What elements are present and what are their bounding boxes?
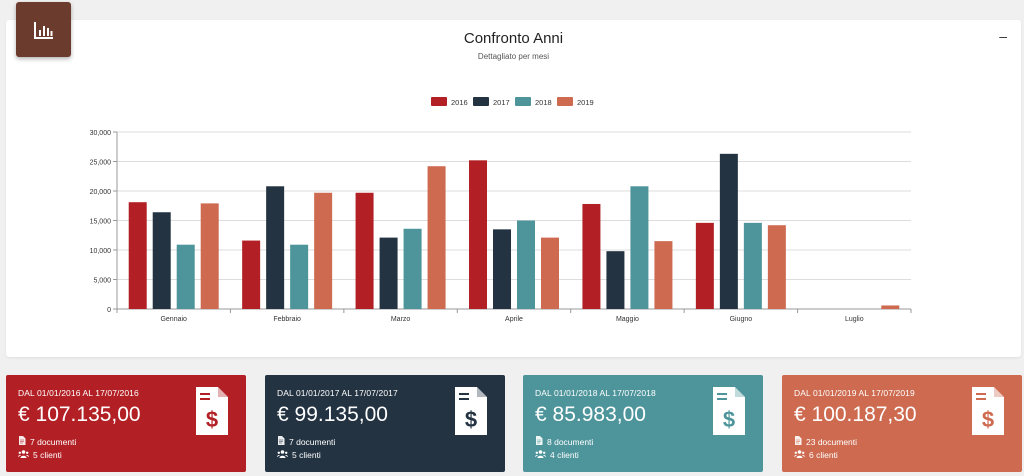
chart-badge [16, 2, 71, 57]
collapse-button[interactable]: – [999, 28, 1007, 44]
legend-swatch-2016 [431, 97, 447, 106]
y-tick-label: 0 [107, 307, 111, 314]
bar-2017-aprile [493, 229, 511, 309]
bar-2016-maggio [582, 203, 601, 309]
bar-2018-marzo [403, 228, 422, 309]
chart-title: Confronto Anni [463, 30, 564, 47]
bar-2016-giugno [695, 222, 714, 309]
stat-card-2018: DAL 01/01/2018 AL 17/07/2018 € 85.983,00… [523, 375, 763, 472]
file-icon [277, 436, 285, 447]
legend-swatch-2017 [473, 97, 489, 106]
stat-documents-label: 7 documenti [30, 436, 77, 447]
y-tick-label: 5,000 [93, 278, 111, 285]
bar-2016-aprile [469, 160, 487, 309]
file-icon [794, 436, 802, 447]
bar-2017-febbraio [266, 186, 285, 309]
bar-2019-giugno [767, 225, 786, 309]
x-tick-label: Luglio [845, 316, 864, 323]
stat-clients: 5 clienti [277, 450, 321, 460]
stat-range: DAL 01/01/2016 AL 17/07/2016 [18, 388, 139, 398]
bar-2016-gennaio [128, 202, 147, 309]
stat-amount: € 100.187,30 [794, 403, 917, 426]
bar-2018-febbraio [290, 244, 309, 309]
legend-swatch-2019 [557, 97, 573, 106]
bar-2018-aprile [517, 220, 535, 309]
y-tick-label: 25,000 [90, 160, 112, 167]
invoice-dollar-icon: $ [455, 387, 487, 440]
svg-text:$: $ [206, 407, 218, 432]
bar-2016-febbraio [242, 240, 261, 309]
stat-card-2017: DAL 01/01/2017 AL 17/07/2017 € 99.135,00… [265, 375, 505, 472]
bar-2019-luglio [881, 305, 900, 309]
stat-amount: € 85.983,00 [535, 403, 646, 426]
stat-card-2019: DAL 01/01/2019 AL 17/07/2019 € 100.187,3… [782, 375, 1022, 472]
svg-text:$: $ [465, 407, 477, 432]
stat-card-2016: DAL 01/01/2016 AL 17/07/2016 € 107.135,0… [6, 375, 246, 472]
stat-range: DAL 01/01/2018 AL 17/07/2018 [535, 388, 656, 398]
stat-documents-label: 8 documenti [547, 436, 594, 447]
stat-clients-label: 5 clienti [292, 450, 321, 460]
x-tick-label: Giugno [730, 316, 753, 323]
bar-2019-gennaio [200, 203, 219, 309]
bar-chart-icon [33, 21, 53, 39]
stat-range: DAL 01/01/2019 AL 17/07/2019 [794, 388, 915, 398]
stat-range: DAL 01/01/2017 AL 17/07/2017 [277, 388, 398, 398]
y-tick-label: 30,000 [90, 130, 112, 137]
legend-label-2017: 2017 [493, 98, 510, 107]
users-icon [794, 450, 805, 460]
bar-2019-aprile [541, 237, 559, 309]
bar-2017-gennaio [152, 212, 171, 309]
svg-text:$: $ [982, 407, 994, 432]
bar-2016-marzo [355, 192, 374, 309]
y-tick-label: 15,000 [90, 219, 112, 226]
stat-clients: 4 clienti [535, 450, 579, 460]
svg-text:$: $ [723, 407, 735, 432]
invoice-dollar-icon: $ [196, 387, 228, 440]
stat-documents-label: 7 documenti [289, 436, 336, 447]
bar-chart: 0 5,000 10,000 15,000 20,000 25,000 30,000 Genn… [90, 97, 912, 323]
y-tick-label: 20,000 [90, 189, 112, 196]
file-icon [535, 436, 543, 447]
y-tick-label: 10,000 [90, 248, 112, 255]
bar-2018-giugno [743, 222, 762, 309]
users-icon [277, 450, 288, 460]
legend-label-2016: 2016 [451, 98, 468, 107]
legend-label-2019: 2019 [577, 98, 594, 107]
stat-documents-label: 23 documenti [806, 436, 858, 447]
legend-swatch-2018 [515, 97, 531, 106]
bar-2019-maggio [654, 241, 673, 309]
stat-documents: 8 documenti [535, 436, 593, 447]
stat-clients-label: 4 clienti [550, 450, 579, 460]
stat-documents: 7 documenti [18, 436, 76, 447]
invoice-dollar-icon: $ [972, 387, 1004, 440]
users-icon [535, 450, 546, 460]
chart-subtitle: Dettagliato per mesi [477, 52, 550, 61]
bar-2017-marzo [379, 237, 398, 309]
stat-amount: € 107.135,00 [18, 403, 141, 426]
stat-documents: 7 documenti [277, 436, 335, 447]
stat-clients-label: 5 clienti [33, 450, 62, 460]
stat-documents: 23 documenti [794, 436, 857, 447]
x-tick-label: Gennaio [160, 316, 187, 323]
invoice-dollar-icon: $ [713, 387, 745, 440]
stat-clients: 6 clienti [794, 450, 838, 460]
bar-2019-febbraio [314, 192, 333, 309]
file-icon [18, 436, 26, 447]
users-icon [18, 450, 29, 460]
stat-amount: € 99.135,00 [277, 403, 388, 426]
bar-2017-giugno [719, 153, 738, 309]
chart-card: Confronto Anni Dettagliato per mesi – 0 5… [6, 20, 1021, 357]
stat-clients: 5 clienti [18, 450, 62, 460]
x-tick-label: Maggio [616, 316, 639, 323]
x-tick-label: Marzo [391, 316, 411, 323]
bar-2017-maggio [606, 251, 625, 309]
stat-clients-label: 6 clienti [809, 450, 838, 460]
legend-label-2018: 2018 [535, 98, 552, 107]
x-tick-label: Aprile [505, 316, 523, 323]
x-tick-label: Febbraio [273, 316, 301, 323]
bar-2019-marzo [427, 166, 446, 309]
bar-2018-gennaio [176, 244, 195, 309]
bar-2018-maggio [630, 186, 649, 309]
